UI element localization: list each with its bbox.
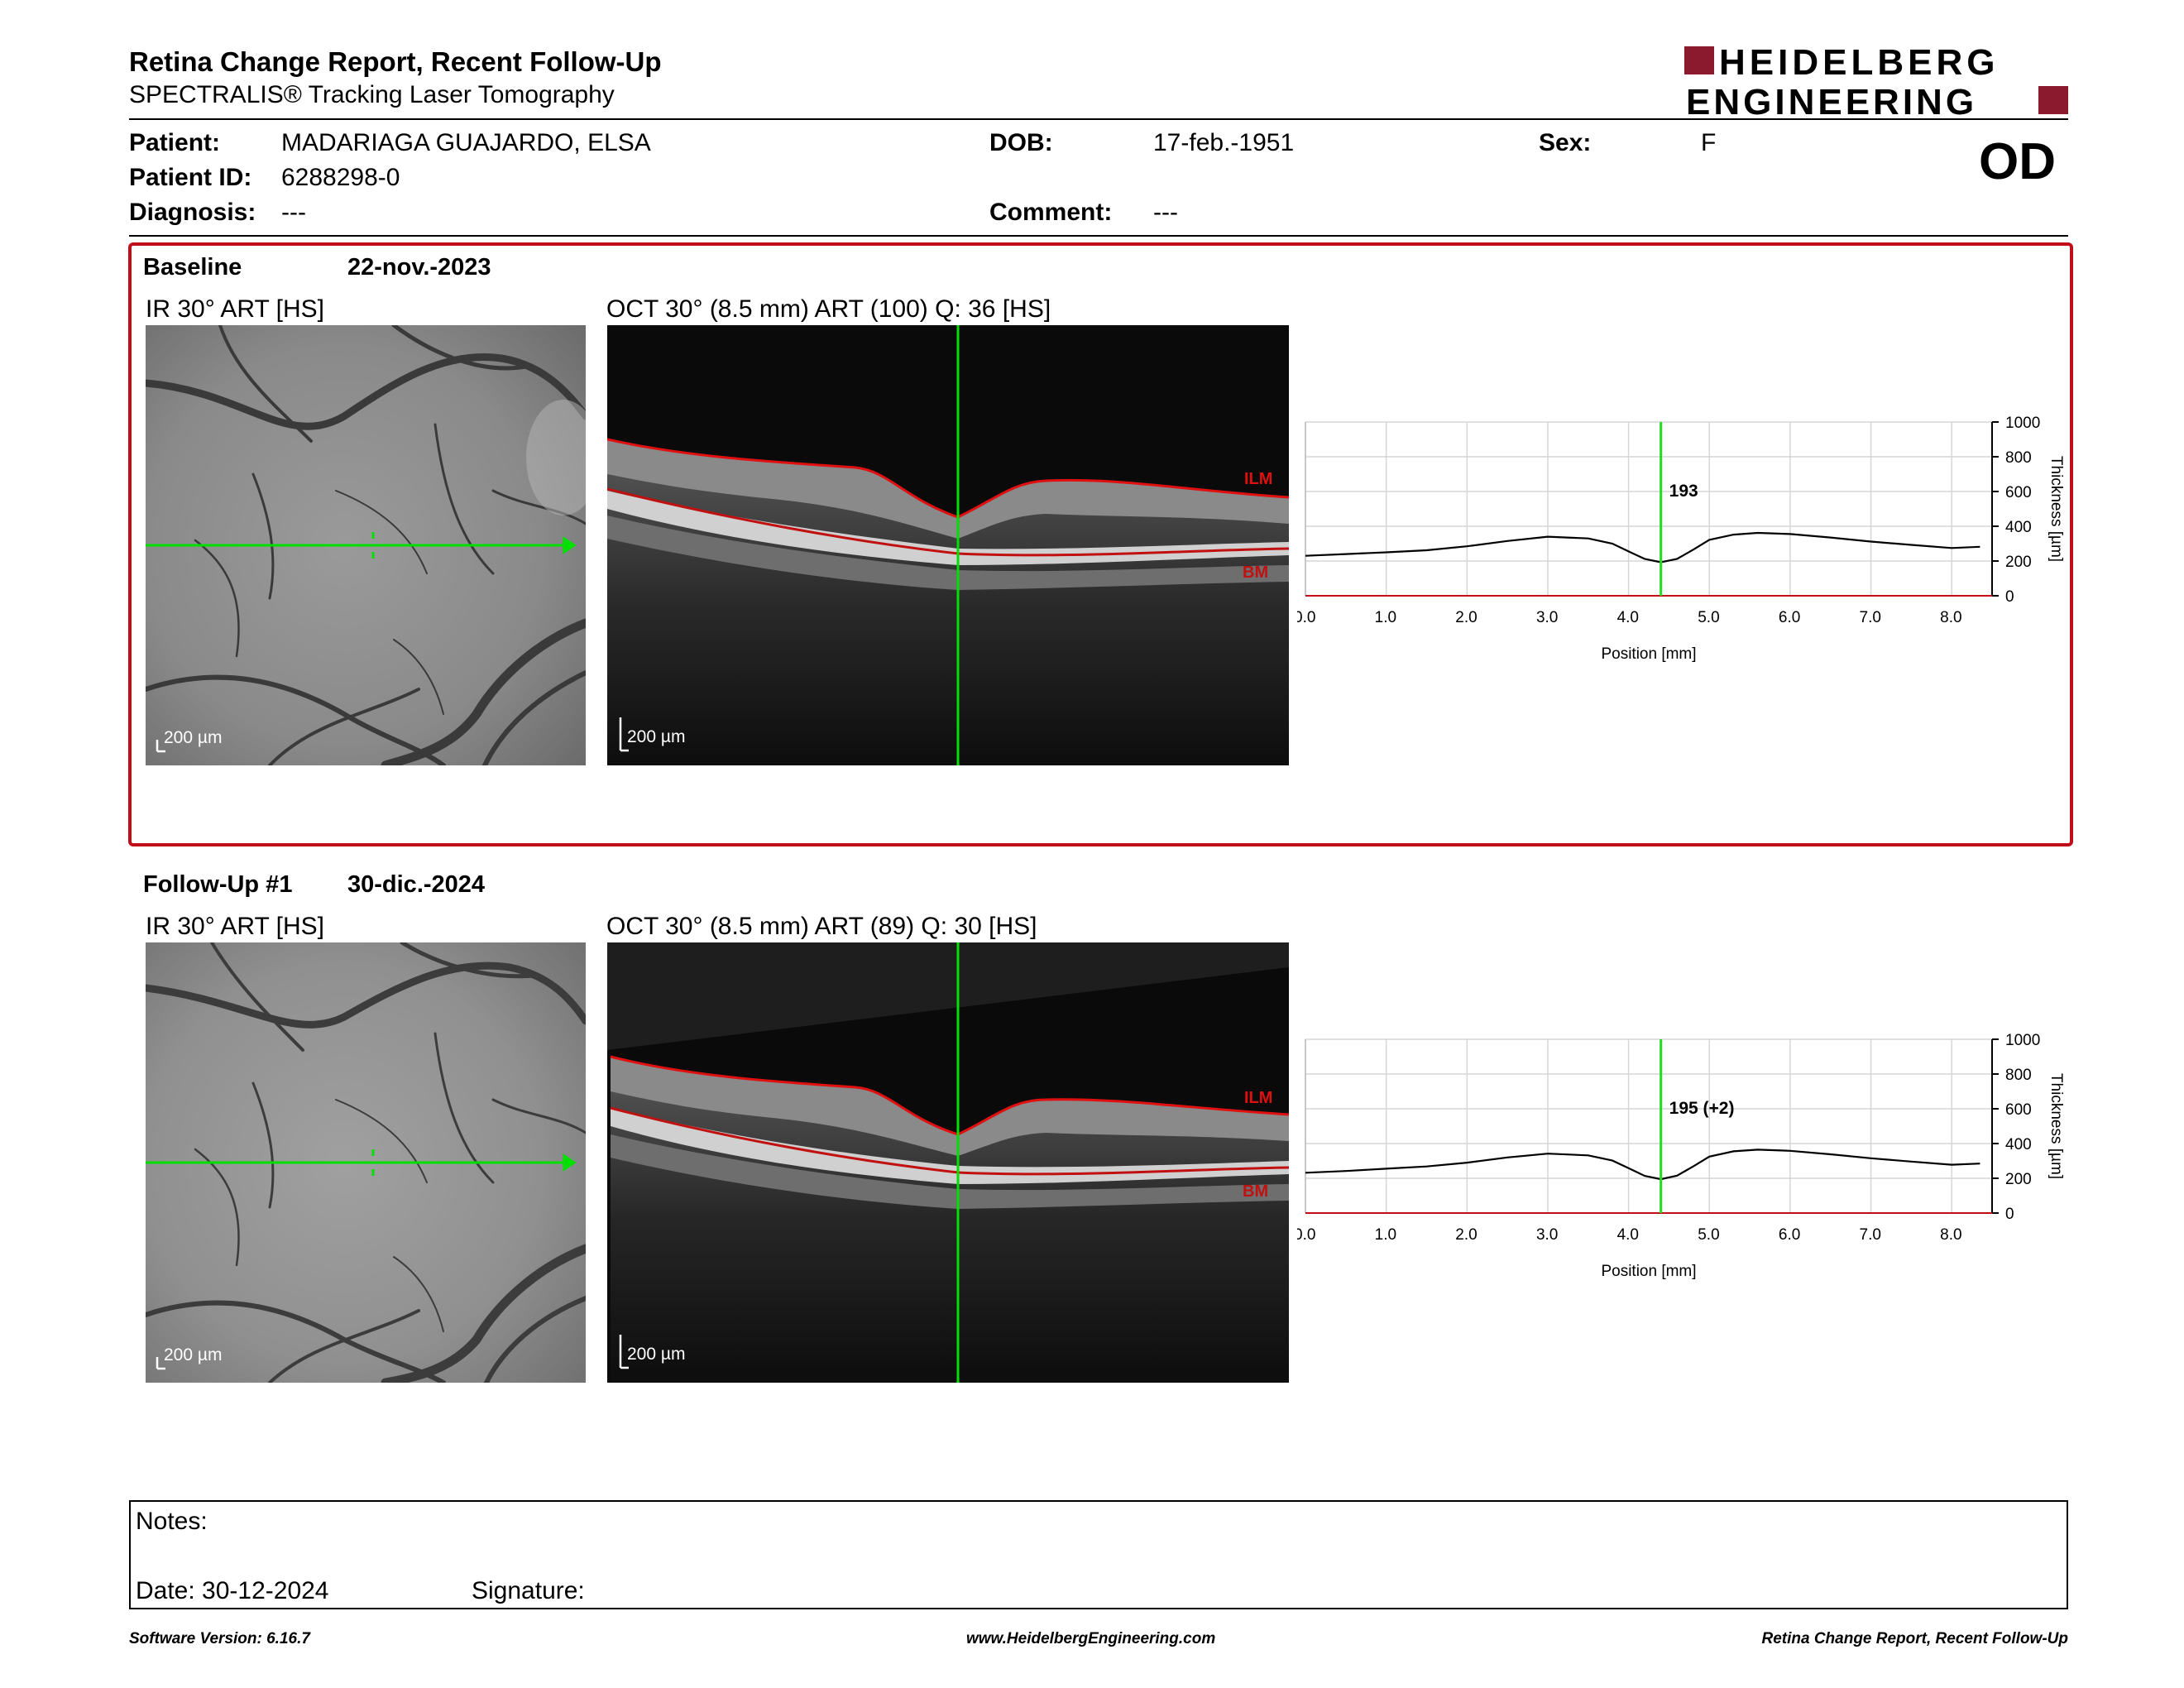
patient-label: Patient: (129, 129, 221, 156)
sex-value: F (1701, 129, 1717, 156)
patient-divider (129, 235, 2068, 237)
x-axis-title: Position [mm] (1601, 1263, 1696, 1280)
patient-id: 6288298-0 (281, 164, 400, 191)
thickness-profile-line (1305, 1149, 1980, 1181)
baseline-selected-frame[interactable] (128, 242, 2073, 846)
baseline-oct-caption: OCT 30° (8.5 mm) ART (100) Q: 36 [HS] (606, 295, 1051, 323)
footer-website-link[interactable]: www.HeidelbergEngineering.com (966, 1630, 1216, 1647)
x-tick-label: 4.0 (1617, 609, 1639, 626)
logo-line2: ENGINEERING (1686, 82, 1977, 122)
baseline-ir-fundus-image[interactable]: 200 µm (146, 325, 586, 765)
heidelberg-logo: HEIDELBERG ENGINEERING (1684, 42, 2068, 122)
followup-ir-fundus-image[interactable]: 200 µm (146, 942, 586, 1383)
y-tick-label: 600 (2005, 1101, 2032, 1119)
x-tick-label: 6.0 (1779, 609, 1800, 626)
notes-box[interactable] (129, 1500, 2068, 1609)
x-tick-label: 7.0 (1860, 1226, 1881, 1244)
x-tick-label: 6.0 (1779, 1226, 1800, 1244)
x-tick-label: 1.0 (1375, 609, 1396, 626)
x-tick-label: 0.0 (1297, 1226, 1315, 1244)
report-subtitle: SPECTRALIS® Tracking Laser Tomography (129, 81, 615, 108)
x-tick-label: 1.0 (1375, 1226, 1396, 1244)
followup-oct-scale: 200 µm (627, 1345, 686, 1364)
baseline-bm-label: BM (1243, 563, 1268, 582)
baseline-label: Baseline (143, 254, 242, 281)
y-tick-label: 1000 (2005, 415, 2040, 432)
x-tick-label: 4.0 (1617, 1226, 1639, 1244)
baseline-ir-caption: IR 30° ART [HS] (146, 295, 324, 323)
y-tick-label: 600 (2005, 484, 2032, 501)
baseline-date: 22-nov.-2023 (347, 254, 491, 281)
comment-value: --- (1153, 199, 1178, 226)
followup-oct-caption: OCT 30° (8.5 mm) ART (89) Q: 30 [HS] (606, 913, 1037, 940)
x-axis-title: Position [mm] (1601, 645, 1696, 663)
x-tick-label: 8.0 (1940, 1226, 1961, 1244)
x-tick-label: 2.0 (1455, 1226, 1477, 1244)
baseline-ilm-label: ILM (1244, 470, 1272, 488)
y-axis-title: Thickness [µm] (2048, 1073, 2065, 1179)
dob-label: DOB: (989, 129, 1053, 156)
notes-label: Notes: (136, 1508, 208, 1535)
footer-report-name: Retina Change Report, Recent Follow-Up (1761, 1630, 2068, 1647)
logo-line1: HEIDELBERG (1719, 43, 1999, 83)
y-tick-label: 0 (2005, 588, 2014, 606)
followup-label: Follow-Up #1 (143, 871, 293, 898)
patient-id-label: Patient ID: (129, 164, 252, 191)
y-axis-title: Thickness [µm] (2048, 456, 2065, 562)
x-tick-label: 7.0 (1860, 609, 1881, 626)
footer-software-version: Software Version: 6.16.7 (129, 1630, 310, 1647)
notes-date: Date: 30-12-2024 (136, 1577, 329, 1604)
dob-value: 17-feb.-1951 (1153, 129, 1295, 156)
cursor-thickness-value: 193 (1669, 482, 1698, 501)
diagnosis-value: --- (281, 199, 306, 226)
diagnosis-label: Diagnosis: (129, 199, 256, 226)
cursor-thickness-value: 195 (+2) (1669, 1099, 1735, 1118)
report-title: Retina Change Report, Recent Follow-Up (129, 46, 662, 77)
followup-ir-caption: IR 30° ART [HS] (146, 913, 324, 940)
followup-bm-label: BM (1243, 1182, 1268, 1201)
y-tick-label: 400 (2005, 1136, 2032, 1153)
header-divider (129, 118, 2068, 120)
x-tick-label: 0.0 (1297, 609, 1315, 626)
y-tick-label: 0 (2005, 1206, 2014, 1223)
followup-oct-bscan-image[interactable]: ILM BM 200 µm (607, 942, 1289, 1383)
followup-ir-scale: 200 µm (164, 1345, 223, 1364)
y-tick-label: 400 (2005, 519, 2032, 536)
y-tick-label: 800 (2005, 1067, 2032, 1084)
x-tick-label: 3.0 (1536, 1226, 1558, 1244)
baseline-ir-scale: 200 µm (164, 728, 223, 747)
baseline-oct-scale: 200 µm (627, 727, 686, 746)
sex-label: Sex: (1539, 129, 1592, 156)
y-tick-label: 200 (2005, 554, 2032, 571)
y-tick-label: 800 (2005, 449, 2032, 467)
baseline-oct-bscan-image[interactable]: ILM BM 200 µm (607, 325, 1289, 765)
thickness-profile-line (1305, 531, 1980, 563)
x-tick-label: 5.0 (1698, 609, 1719, 626)
patient-name: MADARIAGA GUAJARDO, ELSA (281, 129, 651, 156)
x-tick-label: 5.0 (1698, 1226, 1719, 1244)
eye-indicator: OD (1979, 133, 2056, 190)
y-tick-label: 1000 (2005, 1032, 2040, 1049)
x-tick-label: 2.0 (1455, 609, 1477, 626)
baseline-thickness-chart: 0 200 400 600 800 1000 0.0 1.0 2.0 3.0 4.0 5.0 6.0 7.… (1294, 410, 2083, 683)
followup-date: 30-dic.-2024 (347, 871, 486, 898)
signature-label: Signature: (472, 1577, 585, 1604)
followup-thickness-chart: 0 200 400 600 800 1000 0.0 1.0 2.0 3.0 4.0 5.0 6.0 7.… (1294, 1028, 2083, 1301)
x-tick-label: 8.0 (1940, 609, 1961, 626)
x-tick-label: 3.0 (1536, 609, 1558, 626)
followup-ilm-label: ILM (1244, 1089, 1272, 1107)
y-tick-label: 200 (2005, 1171, 2032, 1188)
comment-label: Comment: (989, 199, 1113, 226)
